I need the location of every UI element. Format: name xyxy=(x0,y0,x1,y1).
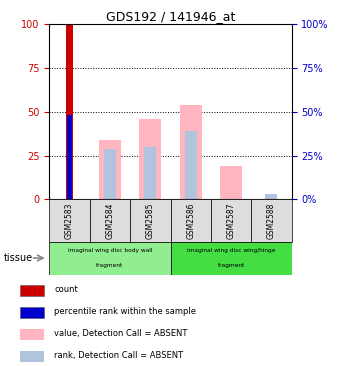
Title: GDS192 / 141946_at: GDS192 / 141946_at xyxy=(106,10,235,23)
Text: rank, Detection Call = ABSENT: rank, Detection Call = ABSENT xyxy=(54,351,183,359)
Bar xyxy=(104,149,116,199)
Text: imaginal wing disc wing/hinge: imaginal wing disc wing/hinge xyxy=(187,248,275,253)
FancyBboxPatch shape xyxy=(90,199,130,242)
Text: GSM2587: GSM2587 xyxy=(226,202,236,239)
FancyBboxPatch shape xyxy=(251,199,292,242)
Bar xyxy=(144,147,157,199)
Bar xyxy=(99,140,121,199)
Bar xyxy=(20,329,44,340)
Text: fragment: fragment xyxy=(97,263,123,268)
Text: value, Detection Call = ABSENT: value, Detection Call = ABSENT xyxy=(54,329,188,337)
Bar xyxy=(139,119,161,199)
Text: GSM2583: GSM2583 xyxy=(65,202,74,239)
Bar xyxy=(20,285,44,296)
Text: tissue: tissue xyxy=(3,253,32,263)
Text: GSM2588: GSM2588 xyxy=(267,202,276,239)
Bar xyxy=(180,105,202,199)
FancyBboxPatch shape xyxy=(170,199,211,242)
Bar xyxy=(170,242,292,274)
Bar xyxy=(66,24,73,199)
Bar xyxy=(20,351,44,362)
Bar xyxy=(220,166,242,199)
Text: fragment: fragment xyxy=(218,263,244,268)
FancyBboxPatch shape xyxy=(130,199,170,242)
FancyBboxPatch shape xyxy=(211,199,251,242)
FancyBboxPatch shape xyxy=(49,199,90,242)
Bar xyxy=(49,242,170,274)
Text: GSM2584: GSM2584 xyxy=(105,202,115,239)
Text: percentile rank within the sample: percentile rank within the sample xyxy=(54,307,196,315)
Bar xyxy=(67,115,72,199)
Bar xyxy=(265,194,278,199)
Text: imaginal wing disc body wall: imaginal wing disc body wall xyxy=(68,248,152,253)
Text: count: count xyxy=(54,285,78,294)
Text: GSM2585: GSM2585 xyxy=(146,202,155,239)
Bar xyxy=(184,131,197,199)
Text: GSM2586: GSM2586 xyxy=(186,202,195,239)
Bar xyxy=(20,307,44,318)
